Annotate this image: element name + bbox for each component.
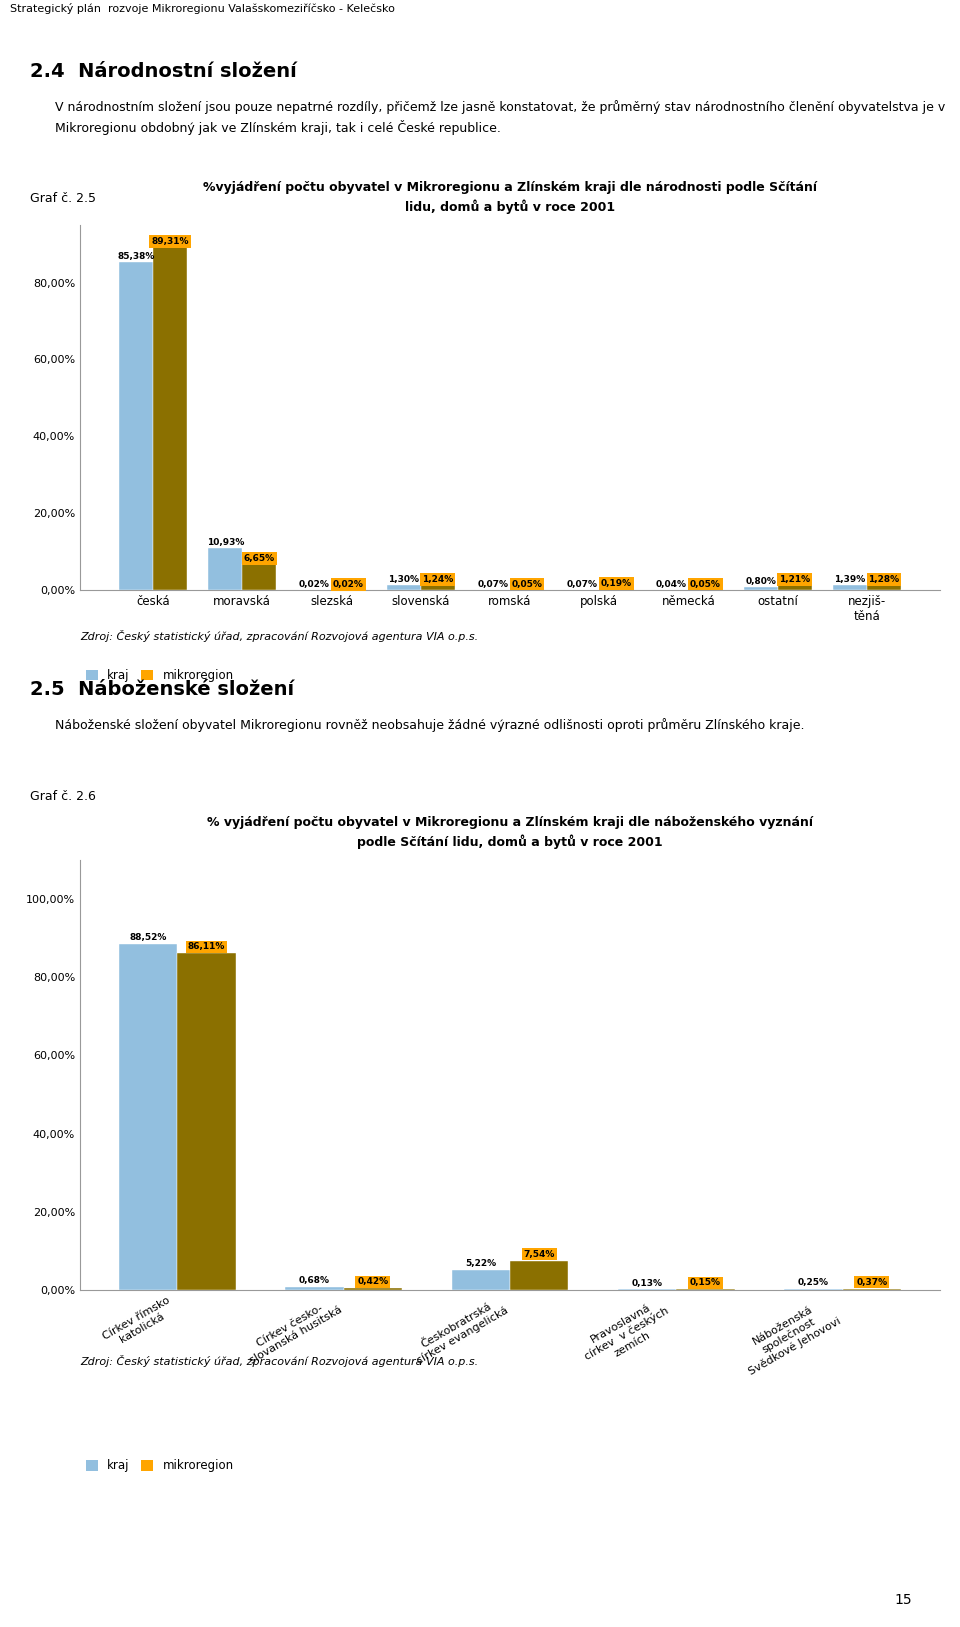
Text: Zdroj: Český statistický úřad, zpracování Rozvojová agentura VIA o.p.s.: Zdroj: Český statistický úřad, zpracován… (80, 630, 478, 643)
Legend: kraj, mikroregion: kraj, mikroregion (85, 669, 234, 682)
Text: Strategický plán  rozvoje Mikroregionu Valašskomeziříčsko - Kelečsko: Strategický plán rozvoje Mikroregionu Va… (10, 3, 395, 15)
Bar (833, 584, 867, 591)
Bar (242, 565, 276, 591)
Text: 0,15%: 0,15% (690, 1279, 721, 1287)
Text: 2.5  Náboženské složení: 2.5 Náboženské složení (30, 680, 294, 700)
Text: 0,05%: 0,05% (690, 579, 721, 589)
Text: Zdroj: Český statistický úřad, zpracování Rozvojová agentura VIA o.p.s.: Zdroj: Český statistický úřad, zpracován… (80, 1355, 478, 1367)
Text: 0,13%: 0,13% (632, 1279, 662, 1287)
Bar (153, 247, 187, 591)
Text: 85,38%: 85,38% (117, 252, 155, 260)
Bar (178, 953, 235, 1290)
Text: Graf č. 2.5: Graf č. 2.5 (30, 192, 96, 205)
Legend: kraj, mikroregion: kraj, mikroregion (85, 1459, 234, 1472)
Text: 0,25%: 0,25% (798, 1279, 829, 1287)
Title: %vyjádření počtu obyvatel v Mikroregionu a Zlínském kraji dle národnosti podle S: %vyjádření počtu obyvatel v Mikroregionu… (203, 181, 817, 215)
Text: 10,93%: 10,93% (206, 539, 244, 547)
Bar (285, 1287, 344, 1290)
Text: 6,65%: 6,65% (244, 555, 275, 563)
Text: 0,07%: 0,07% (477, 579, 509, 589)
Bar (510, 1261, 568, 1290)
Bar (452, 1269, 510, 1290)
Text: 1,24%: 1,24% (422, 574, 453, 584)
Text: 1,39%: 1,39% (834, 574, 866, 584)
Bar (119, 944, 178, 1290)
Text: 0,80%: 0,80% (745, 578, 777, 586)
Text: 0,05%: 0,05% (512, 579, 542, 589)
Bar (867, 586, 900, 591)
Text: 88,52%: 88,52% (130, 932, 167, 942)
Text: Náboženské složení obyvatel Mikroregionu rovněž neobsahuje žádné výrazné odlišno: Náboženské složení obyvatel Mikroregionu… (55, 718, 804, 732)
Title: % vyjádření počtu obyvatel v Mikroregionu a Zlínském kraji dle náboženského vyzn: % vyjádření počtu obyvatel v Mikroregion… (207, 815, 813, 849)
Bar (208, 548, 242, 591)
Text: 89,31%: 89,31% (152, 236, 189, 246)
Text: 0,07%: 0,07% (566, 579, 598, 589)
Text: 0,04%: 0,04% (656, 579, 687, 589)
Text: 1,28%: 1,28% (869, 574, 900, 584)
Bar (387, 586, 420, 591)
Text: 1,30%: 1,30% (388, 574, 420, 584)
Bar (344, 1289, 402, 1290)
Text: 15: 15 (895, 1593, 912, 1607)
Bar (744, 587, 778, 591)
Text: Graf č. 2.6: Graf č. 2.6 (30, 791, 96, 804)
Text: 0,19%: 0,19% (601, 579, 632, 587)
Bar (778, 586, 811, 591)
Text: 0,68%: 0,68% (300, 1277, 330, 1285)
Text: 0,42%: 0,42% (357, 1277, 389, 1287)
Text: 2.4  Národnostní složení: 2.4 Národnostní složení (30, 62, 297, 81)
Bar (420, 586, 455, 591)
Bar (119, 262, 153, 591)
Text: 7,54%: 7,54% (523, 1250, 555, 1259)
Text: 86,11%: 86,11% (188, 942, 225, 952)
Text: 0,37%: 0,37% (856, 1277, 887, 1287)
Text: 0,02%: 0,02% (333, 579, 364, 589)
Text: 1,21%: 1,21% (780, 576, 810, 584)
Text: 0,02%: 0,02% (300, 579, 330, 589)
Text: 5,22%: 5,22% (466, 1259, 496, 1267)
Text: V národnostním složení jsou pouze nepatrné rozdíly, přičemž lze jasně konstatova: V národnostním složení jsou pouze nepatr… (55, 99, 946, 135)
